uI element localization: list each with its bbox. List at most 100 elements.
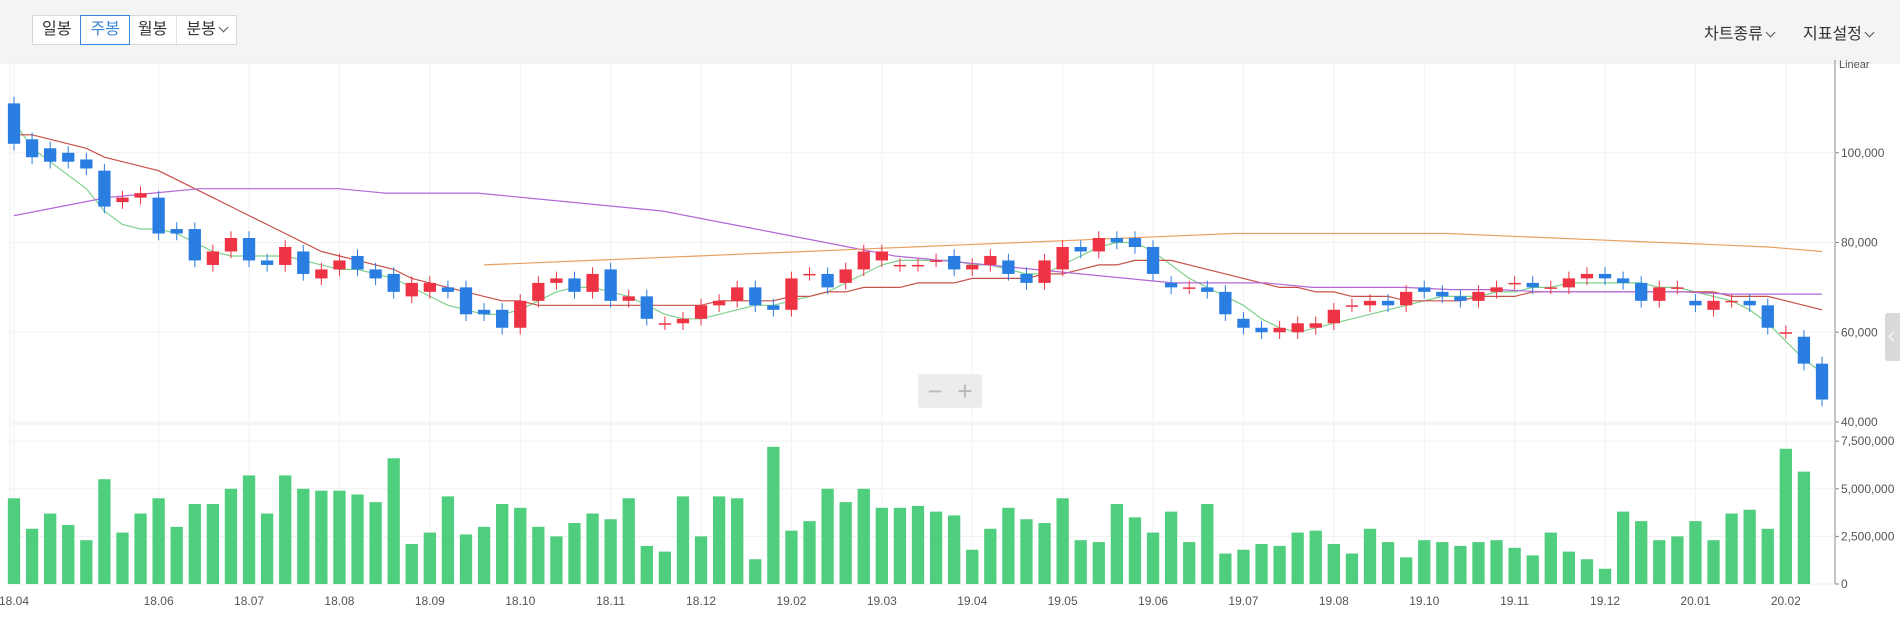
volume-bar <box>496 504 509 584</box>
candle-body <box>1363 300 1377 306</box>
period-minute-label: 분봉 <box>186 21 216 38</box>
candle-body <box>749 287 762 306</box>
candle-body <box>1020 273 1033 283</box>
volume-tick-label: 5,000,000 <box>1841 482 1895 496</box>
volume-bar <box>984 528 997 584</box>
candle-body <box>387 273 400 292</box>
volume-bar <box>80 540 93 584</box>
candle-body <box>1544 287 1557 289</box>
volume-bar <box>1164 511 1178 584</box>
volume-tick-label: 0 <box>1841 577 1848 591</box>
period-minute-dropdown[interactable]: 분봉 <box>177 16 236 44</box>
candle-body <box>821 273 834 288</box>
volume-bar <box>658 551 672 584</box>
volume-bar <box>1092 542 1105 584</box>
candle-body <box>658 323 672 325</box>
x-tick-label: 20.01 <box>1680 594 1710 608</box>
period-monthly-button[interactable]: 월봉 <box>128 16 178 44</box>
volume-bar <box>387 458 400 584</box>
volume-bar <box>821 488 834 584</box>
volume-bar <box>98 479 111 584</box>
volume-bar <box>839 502 852 584</box>
zoom-in-button[interactable]: + <box>957 376 973 406</box>
candle-body <box>1454 296 1467 301</box>
candle-body <box>405 282 418 297</box>
x-tick-label: 19.07 <box>1228 594 1258 608</box>
candle-body <box>839 269 852 283</box>
candle-body <box>1490 287 1503 292</box>
x-tick-label: 19.03 <box>867 594 897 608</box>
chevron-down-icon <box>218 22 229 33</box>
candle-body <box>676 318 690 324</box>
period-weekly-button[interactable]: 주봉 <box>80 15 130 45</box>
volume-bar <box>170 526 183 584</box>
chevron-left-icon <box>1888 331 1899 342</box>
volume-bar <box>731 498 744 584</box>
candle-body <box>369 269 382 279</box>
candle-body <box>966 264 979 270</box>
candle-body <box>423 282 436 292</box>
volume-bar <box>1472 542 1485 584</box>
candle-body <box>1472 291 1485 301</box>
candle-body <box>1743 300 1756 306</box>
candle-body <box>1635 282 1648 301</box>
chart-type-dropdown[interactable]: 차트종류 <box>1704 20 1776 44</box>
zoom-controls: − + <box>918 374 982 408</box>
volume-bar <box>911 505 925 584</box>
volume-bar <box>1056 498 1069 584</box>
candle-body <box>640 296 653 319</box>
volume-bar <box>1183 542 1196 584</box>
volume-bar <box>1074 540 1087 584</box>
volume-bar <box>1436 542 1449 584</box>
candle-body <box>1436 291 1449 297</box>
candle-body <box>1689 300 1702 306</box>
volume-bar <box>749 559 762 584</box>
candle-body <box>1056 246 1069 270</box>
volume-bar <box>7 498 21 584</box>
indicator-settings-dropdown[interactable]: 지표설정 <box>1803 20 1875 44</box>
candle-body <box>1616 278 1630 283</box>
candle-body <box>116 197 129 203</box>
candle-body <box>242 238 256 261</box>
x-tick-label: 19.02 <box>776 594 806 608</box>
period-daily-button[interactable]: 일봉 <box>33 16 82 44</box>
volume-bar <box>532 526 545 584</box>
candle-body <box>333 260 346 270</box>
volume-bar <box>550 536 563 584</box>
volume-bar <box>477 526 491 584</box>
price-tick-label: 60,000 <box>1841 325 1878 339</box>
price-tick-label: 80,000 <box>1841 236 1878 250</box>
volume-bar <box>785 530 798 584</box>
volume-bar <box>604 519 617 584</box>
volume-bar <box>948 515 961 584</box>
side-panel-toggle[interactable] <box>1885 313 1900 361</box>
zoom-out-button[interactable]: − <box>927 376 943 406</box>
volume-bar <box>514 507 527 584</box>
volume-bar <box>1653 540 1666 584</box>
volume-bar <box>1454 545 1467 584</box>
scale-mode-label: Linear <box>1839 60 1870 71</box>
volume-bar <box>1020 519 1033 584</box>
volume-bar <box>1255 544 1268 584</box>
volume-bar <box>640 545 653 584</box>
candle-body <box>803 273 816 276</box>
volume-bar <box>1598 568 1612 584</box>
volume-bar <box>966 549 979 584</box>
volume-bar <box>712 496 726 584</box>
volume-bar <box>1327 544 1340 584</box>
volume-bar <box>297 488 310 584</box>
volume-bar <box>279 475 292 584</box>
volume-bar <box>676 496 690 584</box>
volume-bar <box>1526 555 1539 584</box>
candle-body <box>496 309 509 328</box>
candle-body <box>1183 287 1196 289</box>
candle-body <box>1219 291 1232 315</box>
candle-body <box>948 255 961 270</box>
indicator-settings-label: 지표설정 <box>1803 26 1862 43</box>
x-tick-label: 19.12 <box>1590 594 1620 608</box>
volume-bar <box>622 498 635 584</box>
candle-body <box>929 260 943 262</box>
candle-body <box>1092 238 1105 252</box>
x-tick-label: 18.10 <box>505 594 535 608</box>
stock-chart[interactable]: 18.04 18.06 18.07 18.08 18.09 18.10 18.11 18.12… <box>0 60 1900 620</box>
